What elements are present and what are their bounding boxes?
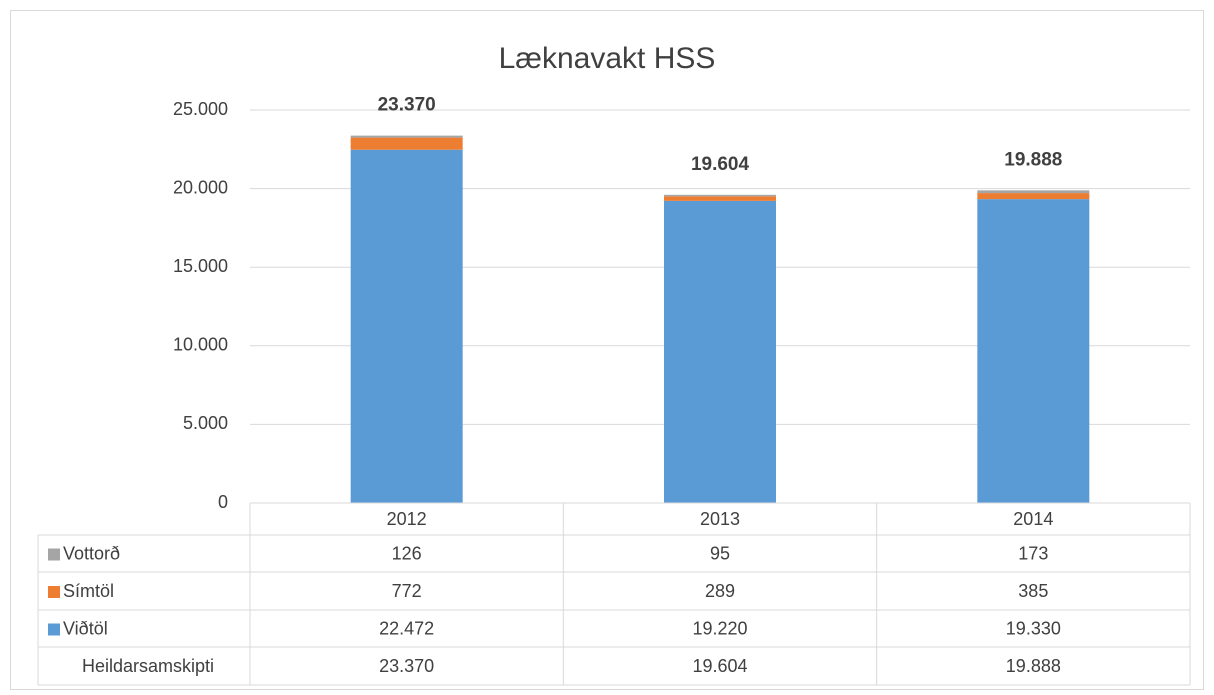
bar-segment — [350, 137, 463, 150]
table-cell: 19.330 — [1006, 618, 1061, 638]
bar-segment — [350, 135, 463, 138]
bar-segment — [664, 200, 776, 503]
y-tick-label: 25.000 — [173, 99, 228, 119]
legend-label: Vottorð — [63, 543, 120, 563]
y-tick-label: 5.000 — [183, 413, 228, 433]
legend-label: Heildarsamskipti — [82, 656, 214, 676]
total-label: 19.888 — [1004, 149, 1062, 170]
bar-segment — [977, 193, 1090, 200]
x-tick-label: 2014 — [1013, 509, 1053, 529]
y-tick-label: 10.000 — [173, 335, 228, 355]
bar-segment — [664, 194, 776, 197]
x-tick-label: 2012 — [387, 509, 427, 529]
total-label: 19.604 — [691, 154, 750, 175]
y-tick-label: 20.000 — [173, 177, 228, 197]
table-cell: 95 — [710, 543, 730, 563]
legend-swatch — [48, 586, 60, 598]
table-cell: 385 — [1018, 581, 1048, 601]
bar-segment — [977, 190, 1090, 194]
legend-label: Símtöl — [63, 581, 114, 601]
table-cell: 19.220 — [692, 618, 747, 638]
bar-segment — [977, 199, 1090, 504]
legend-label: Viðtöl — [63, 618, 108, 638]
chart-title: Læknavakt HSS — [499, 42, 716, 75]
legend-swatch — [48, 623, 60, 636]
legend-swatch — [48, 548, 60, 561]
table-cell: 173 — [1018, 543, 1048, 563]
x-tick-label: 2013 — [700, 509, 740, 529]
table-cell: 19.888 — [1006, 656, 1061, 676]
bar-segment — [664, 196, 776, 201]
table-cell: 126 — [392, 543, 422, 563]
table-cell: 772 — [392, 581, 422, 601]
table-cell: 23.370 — [379, 656, 434, 676]
table-cell: 19.604 — [692, 656, 747, 676]
total-label: 23.370 — [378, 95, 436, 116]
table-cell: 289 — [705, 581, 735, 601]
bar-segment — [350, 149, 463, 503]
y-tick-label: 15.000 — [173, 256, 228, 276]
y-tick-label: 0 — [218, 492, 228, 512]
table-cell: 22.472 — [379, 618, 434, 638]
